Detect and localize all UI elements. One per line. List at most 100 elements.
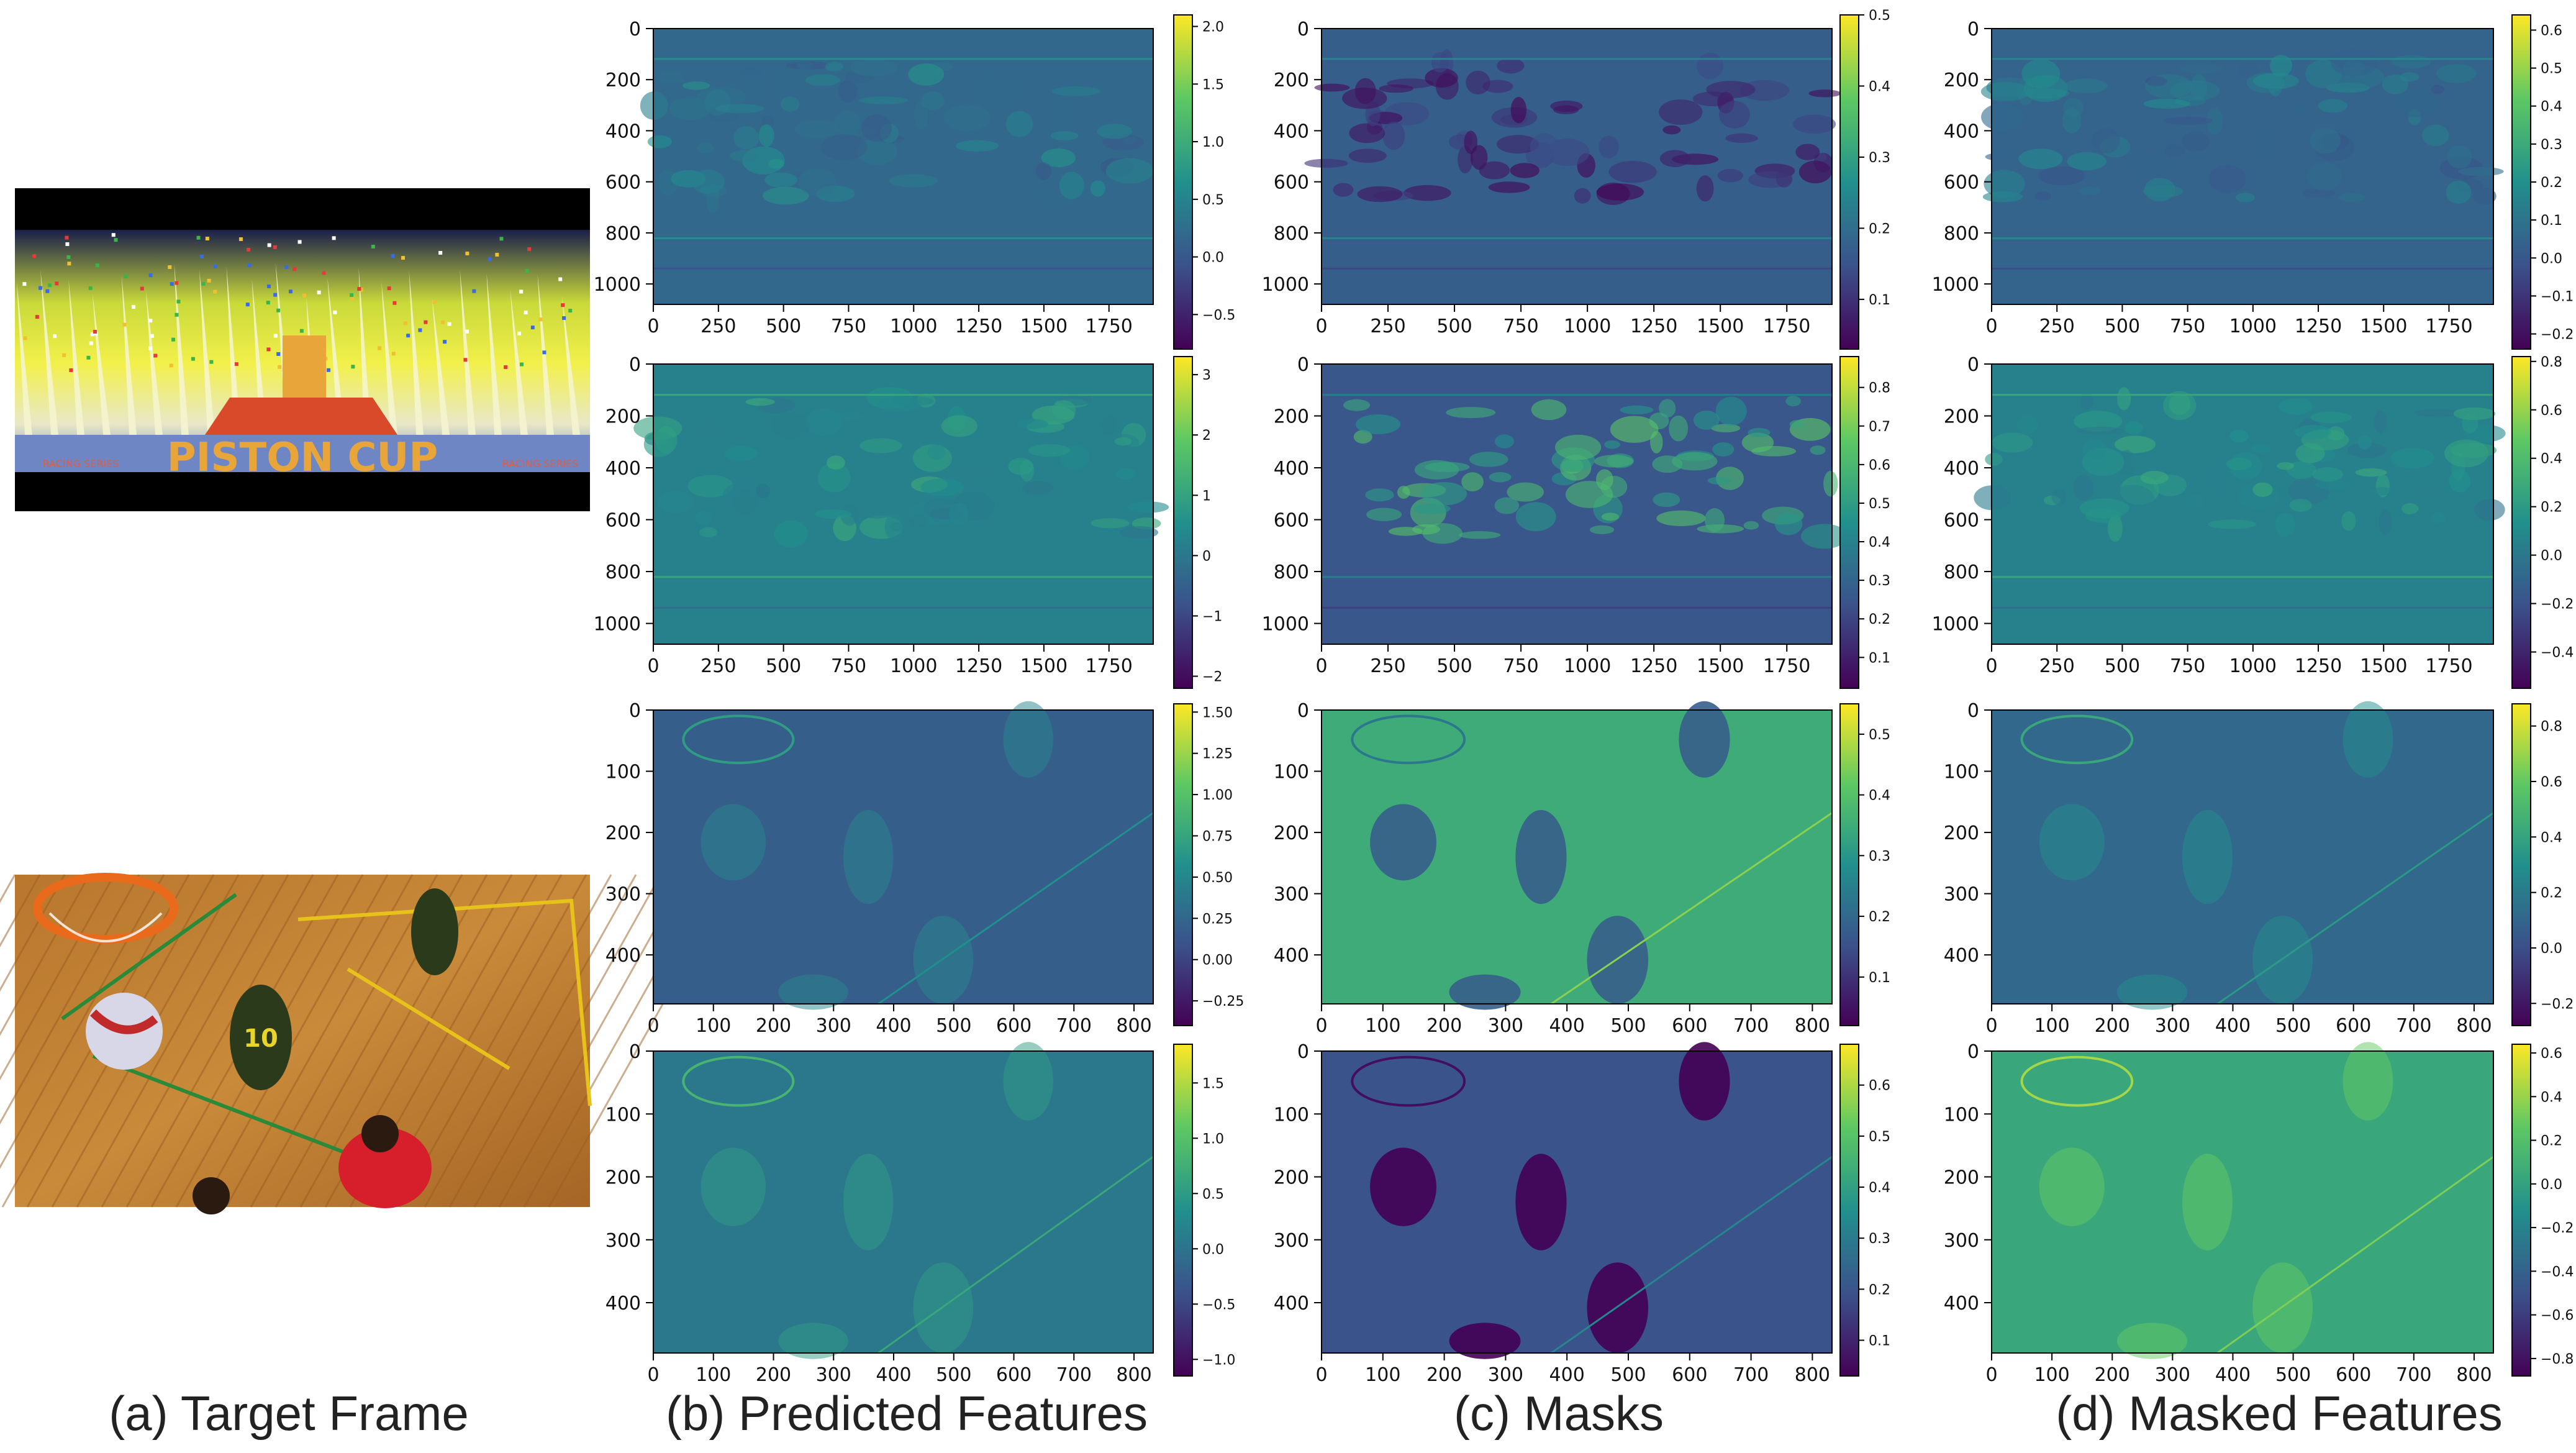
heatmap-texture: [1489, 471, 1512, 483]
heatmap-texture: [2143, 184, 2184, 198]
heatmap-texture: [1370, 804, 1436, 881]
heatmap-texture: [1980, 81, 2030, 101]
x-tick-label: 400: [1549, 1364, 1585, 1386]
heatmap-texture: [733, 490, 758, 516]
heatmap-texture: [2310, 127, 2341, 154]
heatmap-texture: [2182, 809, 2233, 904]
y-tick-label: 1000: [1932, 274, 1979, 296]
heatmap-texture: [1515, 1154, 1567, 1250]
heatmap-texture: [2179, 63, 2223, 75]
y-tick-label: 1000: [594, 274, 641, 296]
colorbar-tick-label: 0.4: [2541, 830, 2562, 845]
x-tick-label: 750: [2170, 316, 2205, 337]
heatmap-texture: [724, 445, 758, 462]
side-text-right: RACING SERIES: [502, 458, 579, 470]
heatmap-texture: [2370, 487, 2393, 496]
colorbar-tick-label: 0.6: [2541, 775, 2562, 790]
heatmap-texture: [1793, 114, 1836, 134]
x-tick-label: 800: [1795, 1015, 1830, 1037]
heatmap-texture: [2289, 498, 2312, 512]
colorbar-tick-label: −0.4: [2541, 645, 2574, 661]
heatmap-texture: [2067, 152, 2107, 171]
heatmap-texture: [695, 510, 712, 526]
colorbar-tick-label: 0.6: [1869, 458, 1890, 473]
heatmap-texture: [2235, 193, 2256, 203]
heatmap-texture: [805, 74, 841, 86]
x-tick-label: 1250: [2295, 316, 2342, 337]
y-tick-label: 1000: [1932, 614, 1979, 635]
y-tick-label: 400: [1944, 458, 1979, 480]
heatmap-texture: [1800, 524, 1848, 549]
heatmap-texture: [1052, 86, 1101, 96]
heatmap-texture: [908, 63, 945, 86]
heatmap-texture: [843, 1154, 894, 1250]
heatmap-texture: [928, 444, 945, 460]
heatmap-texture: [2034, 191, 2051, 201]
heatmap-texture: [1656, 510, 1706, 527]
heatmap-texture: [1696, 52, 1724, 80]
x-tick-label: 250: [701, 316, 736, 337]
heatmap-texture: [2208, 519, 2256, 529]
colorbar: [1839, 356, 1859, 689]
heatmap-panel-1b: 0 250 500 750 1000 1250 1500 1750 0 200 400 600 800 1…: [594, 14, 1235, 350]
x-tick-label: 400: [876, 1015, 911, 1037]
heatmap-texture: [2294, 425, 2331, 439]
y-tick-label: 400: [1274, 121, 1309, 142]
heatmap-texture: [878, 812, 1154, 1005]
heatmap-texture: [1479, 161, 1510, 180]
colorbar-tick-label: 0.4: [2541, 99, 2562, 115]
heatmap-field: [1322, 29, 1832, 304]
heatmap-texture: [2473, 188, 2497, 205]
colorbar-tick-label: 0.00: [1202, 953, 1233, 968]
heatmap-texture: [694, 421, 721, 437]
heatmap-texture: [1116, 468, 1136, 480]
y-tick-label: 0: [1967, 354, 1979, 376]
heatmap-texture: [2185, 494, 2204, 508]
colorbar-tick-label: 0.3: [2541, 137, 2562, 153]
colorbar-tick-label: −1.0: [1202, 1352, 1235, 1368]
heatmap-texture: [1379, 84, 1413, 93]
x-tick-label: 1250: [955, 316, 1002, 337]
y-tick-label: 0: [629, 700, 641, 722]
heatmap-texture: [1774, 512, 1803, 535]
y-tick-label: 400: [605, 121, 641, 142]
heatmap-panel-3b: 0 100 200 300 400 500 600 700 800 0 100 200 300 400 1.…: [605, 700, 1245, 1037]
colorbar-tick-label: −0.5: [1202, 1297, 1235, 1313]
x-tick-label: 300: [816, 1015, 851, 1037]
heatmap-texture: [843, 809, 894, 904]
x-tick-label: 500: [1610, 1364, 1646, 1386]
heatmap-texture: [1659, 150, 1690, 168]
heatmap-texture: [1123, 136, 1138, 145]
x-tick-label: 100: [2034, 1364, 2069, 1386]
colorbar-tick-label: 0.25: [1202, 911, 1233, 927]
colorbar-tick-label: 0.1: [1869, 650, 1890, 666]
heatmap-texture: [701, 1147, 766, 1226]
colorbar-tick-label: 0: [1202, 549, 1211, 564]
heatmap-texture: [1449, 974, 1521, 1010]
heatmap-texture: [1353, 430, 1372, 444]
heatmap-panel-3d: 0 100 200 300 400 500 600 700 800 0 100 200 300 400 0.…: [1944, 700, 2574, 1037]
heatmap-texture: [1510, 97, 1527, 124]
heatmap-texture: [1446, 407, 1496, 419]
colorbar: [2511, 356, 2531, 689]
x-tick-label: 600: [996, 1364, 1032, 1386]
heatmap-texture: [1051, 400, 1076, 420]
heatmap-texture: [953, 462, 987, 483]
colorbar-tick-label: 0.7: [1869, 419, 1890, 435]
heatmap-texture: [1795, 143, 1820, 160]
colorbar-tick-label: 0.2: [1869, 909, 1890, 925]
heatmap-texture: [2275, 512, 2295, 537]
heatmap-texture: [2432, 512, 2446, 523]
heatmap-texture: [1314, 83, 1350, 92]
heatmap-texture: [853, 490, 901, 519]
heatmap-texture: [1488, 181, 1530, 193]
heatmap-texture: [1028, 444, 1071, 457]
x-tick-label: 100: [696, 1015, 731, 1037]
heatmap-texture: [1494, 434, 1515, 449]
colorbar-tick-label: −0.6: [2541, 1308, 2574, 1324]
heatmap-texture: [1515, 502, 1556, 532]
y-tick-label: 0: [1967, 1041, 1979, 1063]
y-tick-label: 200: [1274, 1167, 1309, 1189]
x-tick-label: 1750: [1763, 655, 1810, 677]
